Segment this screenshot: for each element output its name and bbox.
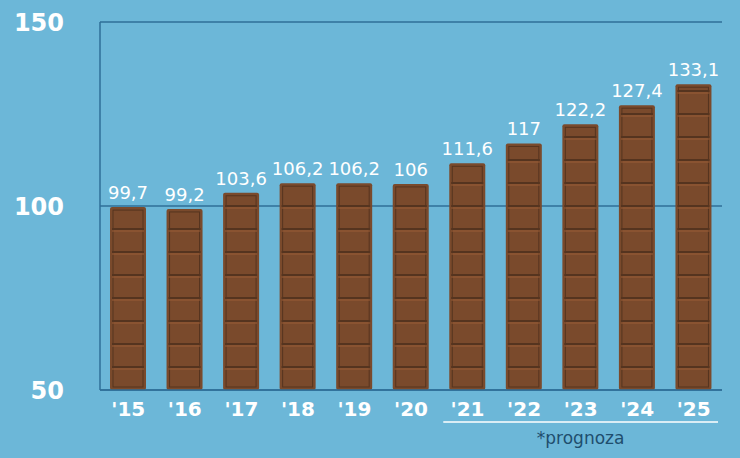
svg-text:106,2: 106,2	[272, 158, 324, 179]
svg-text:'17: '17	[224, 397, 258, 421]
svg-text:'24: '24	[620, 397, 654, 421]
svg-text:'22: '22	[507, 397, 541, 421]
svg-text:50: 50	[31, 377, 64, 405]
svg-text:117: 117	[507, 118, 541, 139]
svg-text:'25: '25	[677, 397, 711, 421]
svg-text:127,4: 127,4	[611, 80, 663, 101]
svg-text:*prognoza: *prognoza	[537, 428, 625, 448]
svg-text:100: 100	[14, 193, 64, 221]
svg-text:103,6: 103,6	[215, 168, 267, 189]
svg-text:'21: '21	[451, 397, 485, 421]
svg-text:'19: '19	[337, 397, 371, 421]
svg-text:'18: '18	[281, 397, 315, 421]
svg-text:'20: '20	[394, 397, 428, 421]
svg-text:106: 106	[394, 159, 428, 180]
svg-text:133,1: 133,1	[668, 59, 720, 80]
svg-text:106,2: 106,2	[328, 158, 380, 179]
svg-text:'23: '23	[564, 397, 598, 421]
svg-text:122,2: 122,2	[555, 99, 607, 120]
svg-text:'15: '15	[111, 397, 145, 421]
svg-text:99,7: 99,7	[108, 182, 148, 203]
svg-text:111,6: 111,6	[442, 138, 494, 159]
svg-text:'16: '16	[168, 397, 202, 421]
svg-text:99,2: 99,2	[165, 184, 205, 205]
svg-text:150: 150	[14, 9, 64, 37]
